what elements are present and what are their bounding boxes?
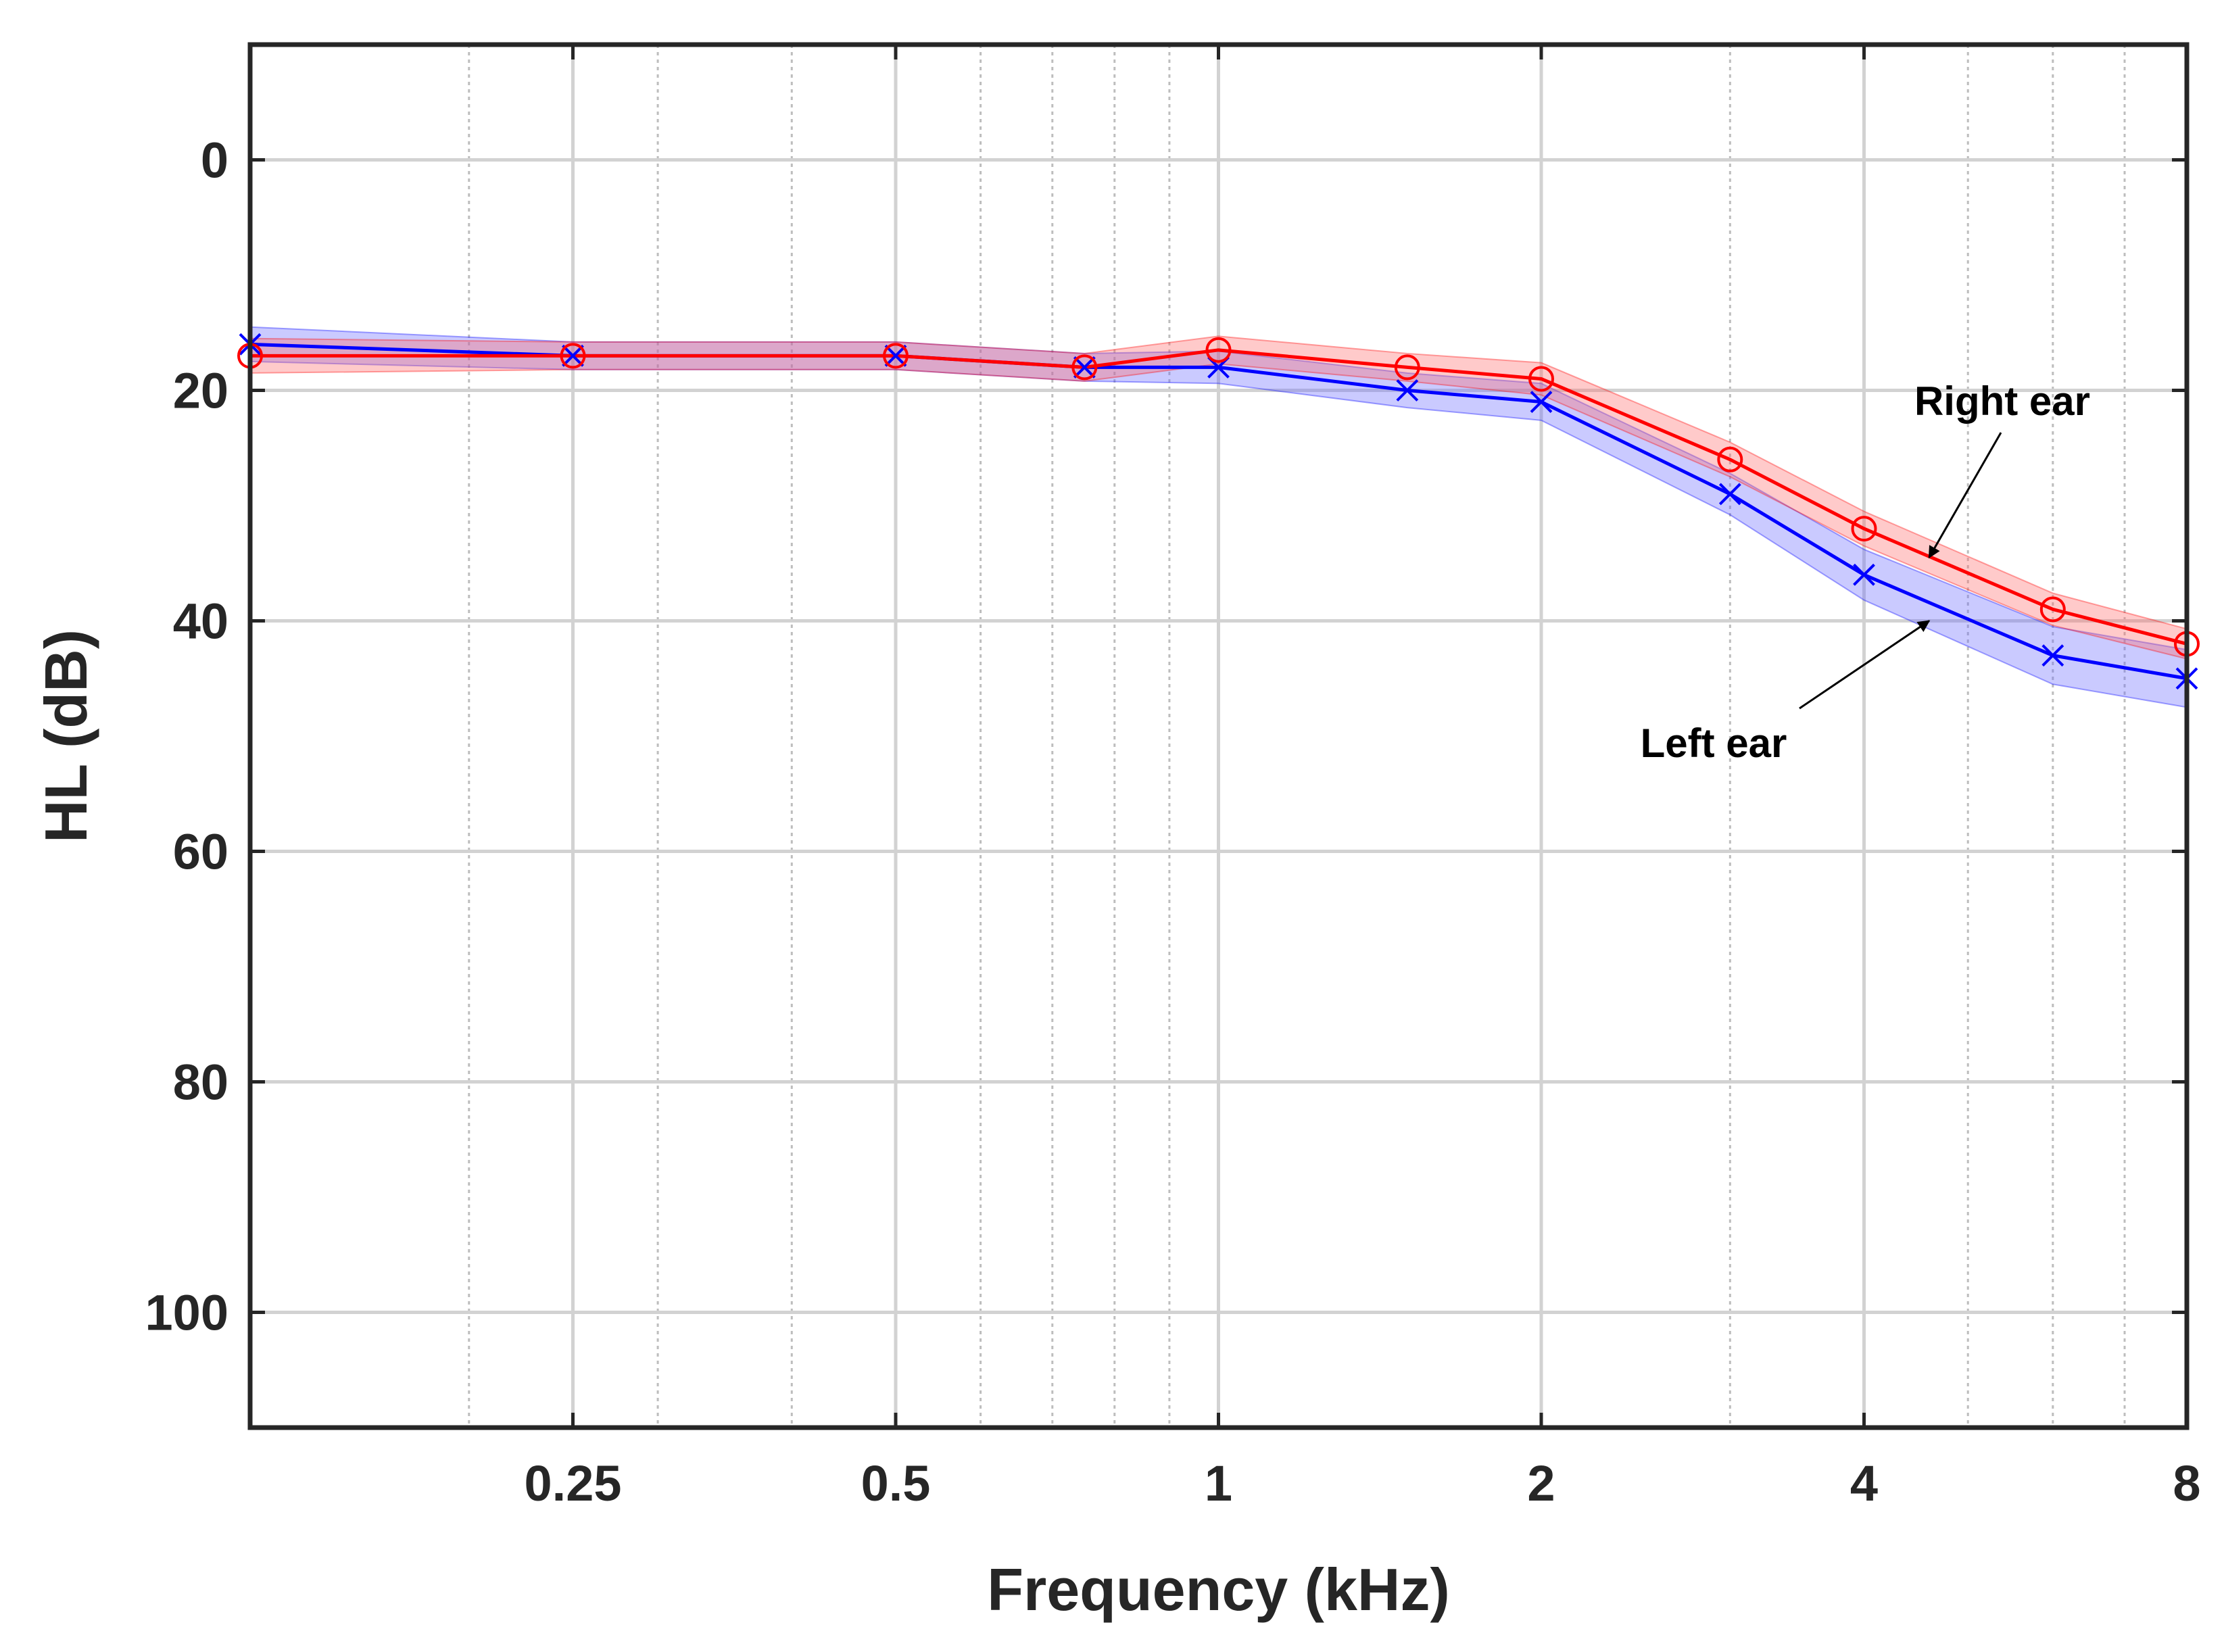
left-ear-marker (1396, 379, 1419, 402)
left-ear-marker (2041, 644, 2064, 667)
x-tick-label: 8 (2173, 1455, 2200, 1511)
right-ear-annotation-label: Right ear (1914, 379, 2090, 424)
y-tick-label: 100 (145, 1285, 228, 1341)
y-tick-label: 40 (173, 593, 228, 650)
right-ear-marker (883, 343, 909, 369)
y-tick-label: 0 (201, 132, 228, 189)
left-ear-marker (1073, 356, 1096, 379)
left-ear-marker (1853, 563, 1875, 586)
x-tick-label: 0.25 (524, 1455, 621, 1511)
x-axis-label: Frequency (kHz) (987, 1556, 1450, 1623)
right-ear-annotation-arrow (1928, 432, 2002, 559)
y-tick-label: 80 (173, 1054, 228, 1111)
x-tick-label: 2 (1527, 1455, 1555, 1511)
x-tick-label: 1 (1205, 1455, 1232, 1511)
y-tick-label: 60 (173, 824, 228, 880)
annotations: Right ear Left ear (1641, 379, 2090, 766)
left-ear-marker (884, 344, 907, 367)
left-ear-annotation-arrow (1799, 620, 1931, 710)
grid (250, 45, 2189, 1428)
right-ear-marker (560, 343, 586, 369)
left-ear-marker (1718, 483, 1741, 506)
right-ear-marker (1528, 366, 1554, 392)
y-tick-label: 20 (173, 363, 228, 419)
right-ear-marker (1394, 354, 1420, 381)
y-axis-label: HL (dB) (32, 629, 99, 843)
left-ear-marker (1530, 391, 1553, 413)
x-tick-label: 0.5 (861, 1455, 931, 1511)
right-ear-marker (1205, 337, 1232, 363)
x-tick-label: 4 (1850, 1455, 1878, 1511)
left-ear-annotation-label: Left ear (1641, 721, 1787, 766)
right-ear-marker (1851, 516, 1877, 542)
right-ear-line (250, 348, 2187, 646)
left-ear-marker (562, 344, 584, 367)
right-ear-marker (2039, 596, 2066, 623)
right-ear-marker (1717, 446, 1743, 472)
right-ear-marker (1071, 354, 1098, 381)
